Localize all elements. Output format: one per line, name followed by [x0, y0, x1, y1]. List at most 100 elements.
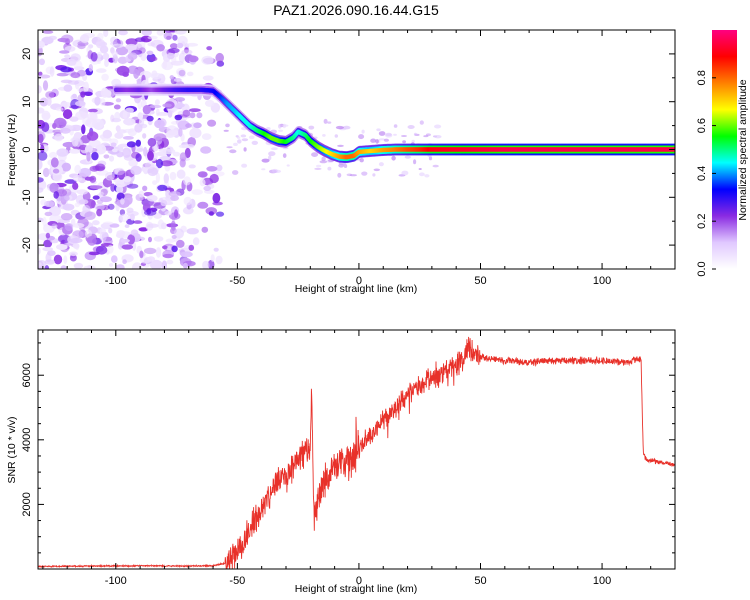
- spectrogram-y-label: Frequency (Hz): [6, 114, 18, 186]
- noise-speckle: [337, 172, 342, 178]
- noise-speckle: [375, 139, 379, 144]
- noise-speckle: [42, 80, 49, 91]
- noise-speckle: [215, 52, 224, 63]
- noise-speckle: [110, 142, 117, 147]
- snr-series-line: [38, 336, 675, 569]
- noise-speckle: [402, 140, 406, 144]
- noise-speckle: [163, 173, 169, 184]
- noise-speckle: [225, 123, 230, 128]
- noise-speckle: [53, 117, 67, 129]
- noise-speckle: [142, 105, 151, 115]
- x-tick-label: 50: [474, 275, 486, 287]
- noise-speckle: [165, 238, 176, 243]
- noise-speckle: [272, 168, 278, 173]
- noise-speckle: [155, 247, 162, 258]
- noise-speckle: [104, 59, 109, 67]
- noise-speckle: [38, 177, 44, 183]
- noise-speckle: [80, 91, 86, 98]
- noise-speckle: [70, 137, 80, 143]
- noise-speckle: [61, 162, 71, 172]
- noise-speckle: [201, 55, 214, 65]
- noise-speckle: [322, 134, 326, 137]
- noise-speckle: [169, 171, 177, 181]
- noise-speckle: [186, 42, 199, 47]
- noise-speckle: [162, 103, 172, 108]
- noise-speckle: [73, 262, 84, 269]
- noise-speckle: [241, 163, 248, 168]
- noise-speckle: [413, 132, 417, 136]
- noise-speckle: [174, 209, 179, 219]
- noise-speckle: [197, 171, 208, 178]
- noise-speckle: [86, 131, 99, 141]
- noise-speckle: [143, 247, 157, 255]
- noise-speckle: [98, 191, 104, 196]
- noise-speckle: [201, 226, 209, 233]
- noise-speckle: [164, 211, 172, 216]
- noise-speckle: [182, 262, 188, 269]
- noise-speckle: [72, 93, 77, 99]
- noise-speckle: [86, 151, 91, 162]
- noise-speckle: [188, 55, 199, 63]
- noise-speckle: [212, 192, 221, 204]
- noise-speckle: [131, 262, 143, 269]
- noise-speckle: [64, 54, 71, 59]
- noise-speckle: [215, 255, 223, 265]
- noise-speckle: [127, 52, 138, 60]
- noise-speckle: [160, 199, 168, 207]
- noise-speckle: [373, 168, 380, 172]
- noise-speckle: [62, 203, 75, 211]
- noise-speckle: [42, 167, 50, 178]
- noise-speckle: [162, 245, 168, 250]
- noise-speckle: [130, 229, 139, 236]
- noise-speckle: [166, 259, 174, 265]
- colorbar-tick-label: 0.6: [696, 118, 708, 133]
- noise-speckle: [174, 97, 186, 102]
- noise-speckle: [182, 109, 191, 117]
- noise-speckle: [38, 262, 42, 267]
- noise-speckle: [110, 183, 116, 192]
- noise-speckle: [118, 30, 128, 36]
- noise-speckle: [261, 158, 270, 163]
- noise-speckle: [186, 228, 199, 235]
- noise-speckle: [186, 71, 194, 77]
- noise-speckle: [80, 112, 89, 119]
- noise-speckle: [193, 122, 202, 129]
- noise-speckle: [161, 260, 167, 269]
- noise-speckle: [165, 189, 171, 199]
- noise-speckle: [385, 132, 392, 137]
- noise-speckle: [407, 125, 415, 129]
- noise-speckle: [180, 251, 193, 258]
- colorbar-tick-label: 0.2: [696, 214, 708, 229]
- noise-speckle: [64, 223, 74, 231]
- noise-speckle: [147, 137, 157, 147]
- noise-speckle: [197, 201, 209, 209]
- noise-speckle: [113, 104, 121, 110]
- noise-speckle: [185, 123, 192, 128]
- spectrogram-x-ticks: -100 -50 0 50 100: [42, 30, 676, 287]
- noise-speckle: [202, 75, 214, 81]
- noise-speckle: [205, 207, 218, 215]
- noise-speckle: [167, 110, 173, 118]
- noise-speckle: [134, 37, 146, 42]
- noise-speckle: [134, 123, 143, 133]
- noise-speckle: [226, 146, 233, 149]
- noise-speckle: [191, 189, 203, 195]
- noise-speckle: [327, 166, 332, 171]
- noise-speckle: [108, 263, 114, 267]
- noise-speckle: [138, 227, 149, 232]
- noise-speckle: [418, 168, 422, 170]
- noise-speckle: [56, 244, 68, 250]
- noise-speckle: [188, 108, 201, 113]
- noise-speckle: [77, 88, 87, 93]
- noise-speckle: [171, 245, 178, 253]
- noise-speckle: [115, 98, 122, 103]
- noise-speckle: [215, 211, 225, 217]
- noise-speckle: [69, 148, 81, 154]
- noise-speckle: [358, 134, 365, 140]
- noise-speckle: [38, 40, 45, 49]
- noise-speckle: [72, 223, 85, 228]
- noise-speckle: [189, 127, 202, 139]
- noise-speckle: [108, 227, 113, 234]
- noise-speckle: [115, 180, 127, 188]
- noise-speckle: [169, 75, 174, 80]
